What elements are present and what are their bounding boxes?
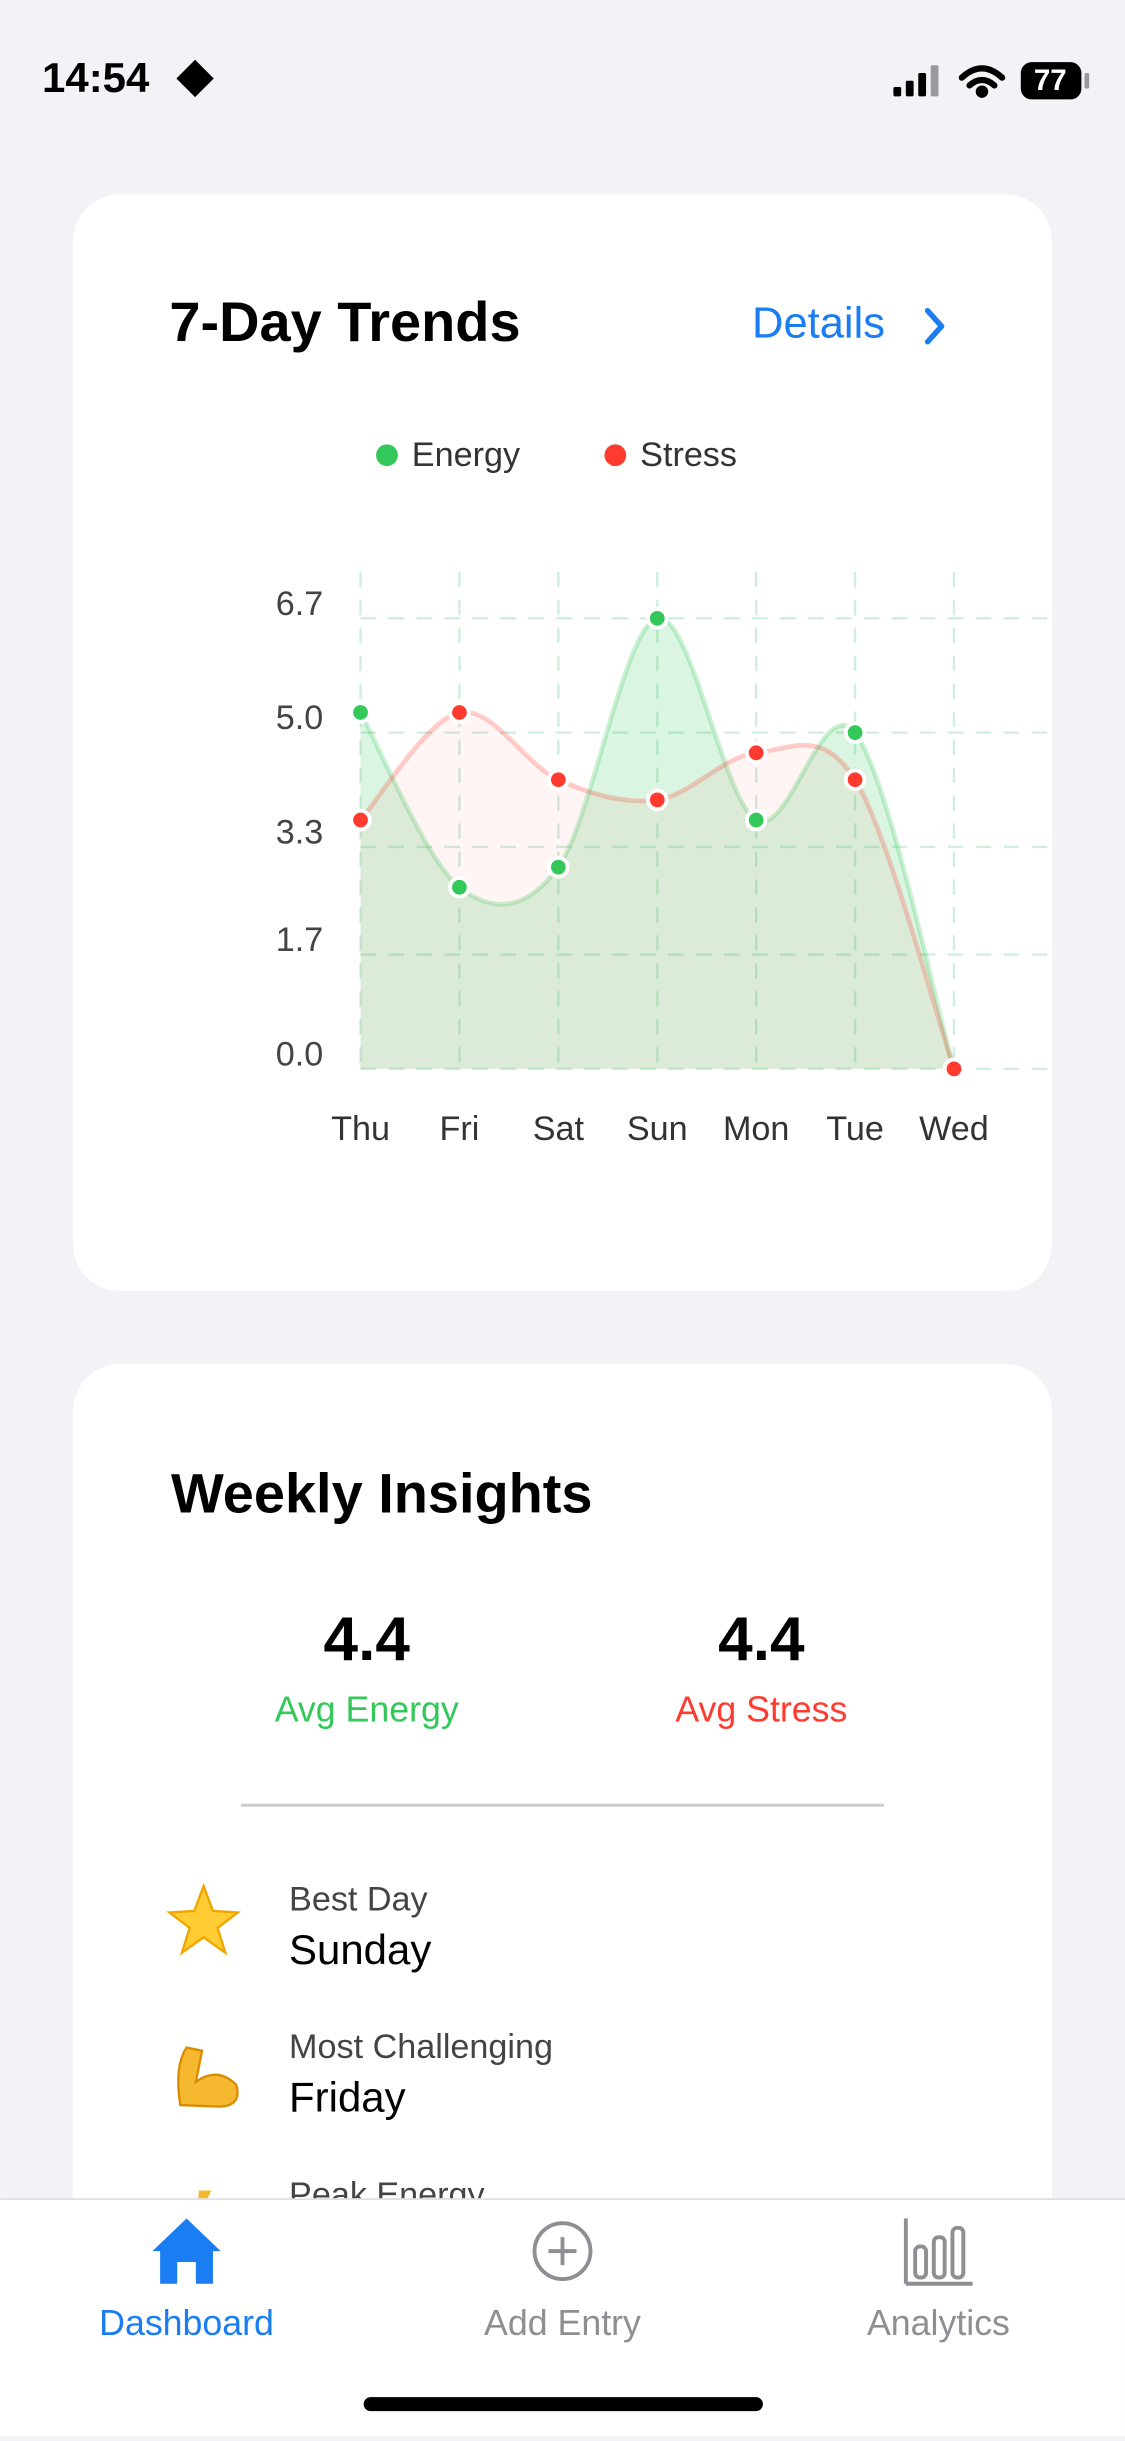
data-point — [843, 768, 867, 791]
stat-label: Avg Stress — [675, 1689, 847, 1729]
home-icon[interactable] — [152, 2218, 221, 2284]
status-time: 14:54 — [42, 54, 150, 101]
data-point — [448, 701, 471, 724]
y-tick-label: 3.3 — [276, 814, 323, 852]
home-indicator — [363, 2397, 763, 2412]
battery-cap — [1084, 73, 1090, 89]
stat-value: 4.4 — [718, 1605, 805, 1674]
series-area — [360, 618, 954, 1069]
series-area — [360, 711, 954, 1069]
insights-card — [73, 1364, 1052, 2441]
insight-value: Friday — [289, 2074, 406, 2121]
legend-dot — [604, 444, 627, 467]
data-point — [646, 607, 669, 630]
legend-label: Energy — [412, 436, 521, 474]
battery-level: 77 — [1034, 64, 1067, 97]
data-point — [349, 808, 372, 832]
star-icon — [166, 1882, 241, 1956]
x-tick-label: Fri — [440, 1110, 480, 1148]
muscle-icon — [177, 2046, 239, 2108]
legend-dot — [376, 444, 398, 467]
data-point — [349, 701, 372, 724]
chart: Energy Stress 0.0 1.7 3.3 5.0 6.7 Thu Fri Sat Sun M… — [276, 436, 1051, 1148]
chevron-icon[interactable] — [924, 307, 945, 345]
data-point — [942, 1057, 966, 1081]
legend-label: Stress — [640, 436, 737, 474]
data-point — [646, 788, 669, 812]
x-tick-label: Sun — [627, 1110, 688, 1148]
data-point — [448, 876, 471, 899]
tab-label[interactable]: Analytics — [867, 2303, 1010, 2343]
y-tick-label: 1.7 — [276, 921, 323, 959]
details-link[interactable]: Details — [752, 300, 885, 348]
insight-label: Most Challenging — [289, 2028, 553, 2066]
x-tick-label: Tue — [826, 1110, 884, 1148]
data-point — [547, 855, 570, 879]
insight-value: Sunday — [289, 1926, 431, 1973]
data-point — [744, 808, 768, 832]
wifi-icon — [958, 65, 1006, 98]
y-tick-label: 0.0 — [276, 1035, 323, 1073]
signal-icon — [893, 65, 939, 97]
card-title: 7-Day Trends — [169, 290, 520, 353]
x-tick-label: Sat — [533, 1110, 585, 1148]
x-tick-label: Wed — [919, 1110, 989, 1148]
x-tick-label: Mon — [723, 1110, 789, 1148]
data-point — [843, 721, 867, 744]
analytics-icon[interactable] — [903, 2218, 973, 2286]
stat-value: 4.4 — [324, 1605, 411, 1674]
y-tick-label: 5.0 — [276, 699, 323, 737]
add-icon[interactable] — [532, 2221, 593, 2282]
tab-label[interactable]: Dashboard — [99, 2303, 274, 2343]
stat-label: Avg Energy — [275, 1689, 459, 1729]
x-tick-label: Thu — [331, 1110, 390, 1148]
trends-card — [73, 194, 1052, 1292]
tab-label[interactable]: Add Entry — [484, 2303, 641, 2343]
data-point — [744, 741, 768, 765]
y-tick-label: 6.7 — [276, 585, 323, 623]
focus-icon — [176, 59, 214, 98]
data-point — [547, 768, 570, 791]
battery-icon — [1020, 62, 1082, 100]
card-title: Weekly Insights — [171, 1461, 593, 1524]
insight-label: Best Day — [289, 1881, 428, 1919]
